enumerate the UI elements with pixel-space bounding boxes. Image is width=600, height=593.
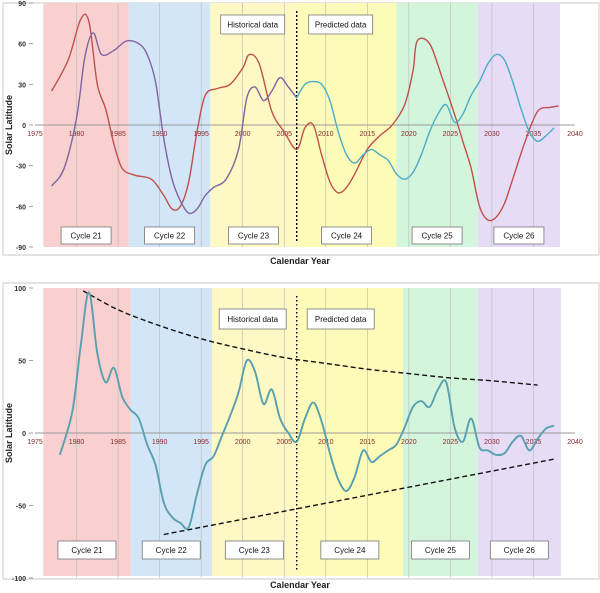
series-line — [50, 13, 559, 222]
y-tick-label: -50 — [16, 504, 26, 511]
x-tick-label: 1985 — [110, 131, 126, 138]
cycle-label-box — [493, 226, 545, 245]
y-axis-title: Solar Latitude — [4, 95, 14, 155]
x-tick-label: 1985 — [110, 439, 126, 446]
x-tick-label: 2020 — [401, 131, 417, 138]
cycle-label: Cycle 24 — [331, 232, 363, 241]
x-tick-label: 2005 — [276, 131, 292, 138]
x-tick-label: 2030 — [484, 439, 500, 446]
chart-1: 90 60 30 0 -30 -60 -90 1975 1980 1985 1990 1995 2000… — [2, 1, 600, 266]
x-tick-label: 1975 — [27, 439, 43, 446]
x-tick-label: 1990 — [152, 131, 168, 138]
cycle-label-box — [411, 226, 463, 245]
y-tick-label: -90 — [16, 245, 26, 252]
cycle-label-box — [57, 540, 117, 560]
cycle-label: Cycle 24 — [334, 546, 366, 555]
predicted-data-label: Predicted data — [315, 21, 367, 30]
cycle-label-box — [320, 540, 380, 560]
x-axis-title: Calendar Year — [270, 580, 330, 590]
trendline — [82, 290, 538, 386]
x-tick-label: 2005 — [276, 439, 292, 446]
x-tick-label: 1975 — [27, 131, 43, 138]
y-tick-label: 90 — [18, 1, 26, 8]
cycle-label: Cycle 25 — [422, 232, 454, 241]
trendline — [163, 458, 555, 536]
x-tick-label: 2010 — [318, 439, 334, 446]
x-tick-label: 1995 — [193, 131, 209, 138]
y-tick-label: 30 — [18, 82, 26, 89]
x-tick-label: 2015 — [360, 439, 376, 446]
annotation-box — [218, 308, 287, 330]
y-tick-label: -100 — [12, 576, 26, 583]
x-tick-label: 1980 — [69, 439, 85, 446]
x-axis-title: Calendar Year — [270, 256, 330, 266]
x-tick-label: 2000 — [235, 439, 251, 446]
cycle-label-box — [60, 226, 112, 245]
x-tick-label: 2025 — [443, 131, 459, 138]
x-tick-label: 1980 — [69, 131, 85, 138]
x-tick-label: 2040 — [567, 131, 583, 138]
cycle-label-box — [321, 226, 372, 245]
series-line — [51, 32, 298, 215]
cycle-label-box — [141, 540, 201, 560]
predicted-data-label: Predicted data — [315, 315, 367, 324]
cycle-label: Cycle 23 — [238, 232, 270, 241]
x-tick-label: 2000 — [235, 131, 251, 138]
x-tick-label: 2015 — [360, 131, 376, 138]
cycle-label-box — [228, 226, 279, 245]
cycle-label: Cycle 22 — [154, 232, 186, 241]
y-tick-label: 60 — [18, 42, 26, 49]
annotation-box — [308, 14, 374, 35]
cycle-label-box — [411, 540, 470, 560]
historical-data-label: Historical data — [227, 21, 278, 30]
y-tick-label: -60 — [16, 204, 26, 211]
x-tick-label: 1990 — [152, 439, 168, 446]
x-tick-label: 2035 — [526, 131, 542, 138]
cycle-band — [43, 288, 131, 576]
x-tick-label: 2040 — [567, 439, 583, 446]
series-line — [58, 291, 555, 530]
y-tick-label: 50 — [18, 359, 26, 366]
y-axis-title: Solar Latitude — [4, 403, 14, 463]
series-line — [296, 53, 555, 180]
y-tick-label: -30 — [16, 164, 26, 171]
cycle-label: Cycle 21 — [71, 232, 103, 241]
cycle-label-box — [144, 226, 195, 245]
cycle-band — [477, 288, 561, 576]
cycle-label-box — [224, 540, 284, 560]
cycle-label: Cycle 26 — [504, 546, 536, 555]
cycle-label: Cycle 21 — [71, 546, 103, 555]
y-tick-label: 100 — [14, 286, 26, 293]
chart-2: 100 50 0 -50 -100 1975 1980 1985 1990 1995 2000 200… — [2, 282, 600, 590]
cycle-band — [296, 288, 404, 576]
annotation-box — [220, 14, 286, 35]
annotation-box — [306, 308, 375, 330]
cycle-label: Cycle 26 — [503, 232, 535, 241]
x-tick-label: 1995 — [193, 439, 209, 446]
cycle-band — [211, 288, 297, 576]
x-tick-label: 2035 — [526, 439, 542, 446]
x-tick-label: 2020 — [401, 439, 417, 446]
y-tick-label: 0 — [22, 431, 26, 438]
cycle-label: Cycle 22 — [156, 546, 188, 555]
cycle-label: Cycle 25 — [425, 546, 457, 555]
cycle-label: Cycle 23 — [239, 546, 271, 555]
historical-data-label: Historical data — [227, 315, 278, 324]
x-tick-label: 2030 — [484, 131, 500, 138]
x-tick-label: 2010 — [318, 131, 334, 138]
cycle-label-box — [489, 540, 549, 560]
y-tick-label: 0 — [22, 123, 26, 130]
x-tick-label: 2025 — [443, 439, 459, 446]
